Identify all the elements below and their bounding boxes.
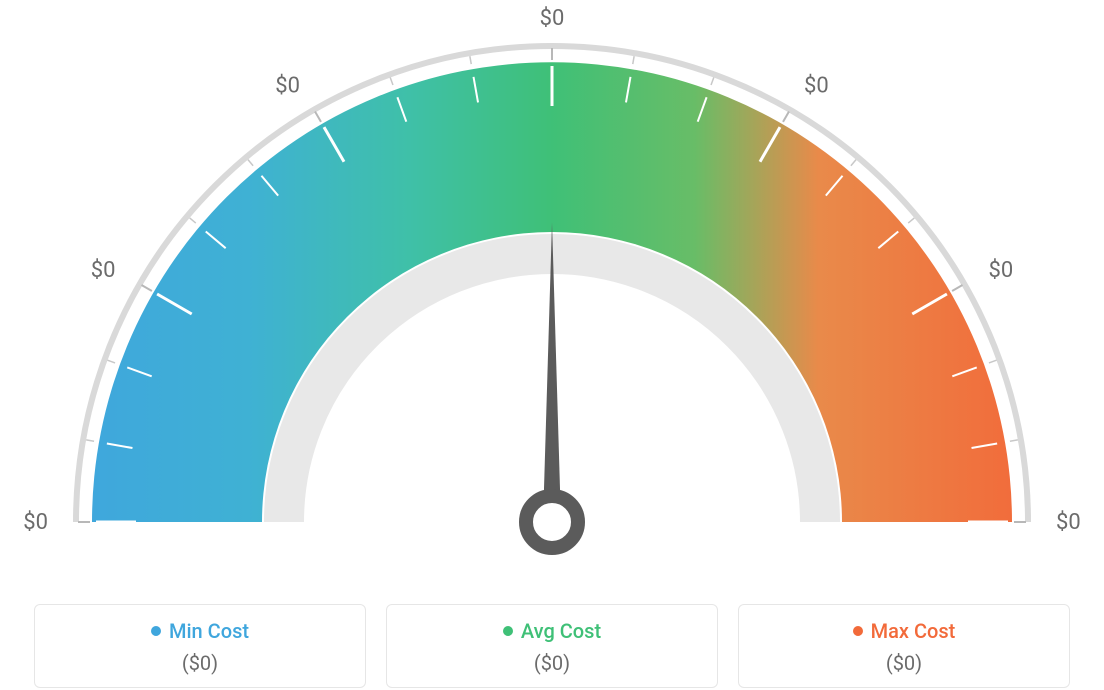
gauge-tick-label: $0 <box>23 510 48 535</box>
legend-label-text: Max Cost <box>871 619 956 643</box>
gauge-minor-tick-outer <box>851 160 856 166</box>
gauge-minor-tick-outer <box>633 56 634 64</box>
legend-label: Max Cost <box>749 619 1059 643</box>
legend-dot-min <box>151 626 161 636</box>
legend-label: Avg Cost <box>397 619 707 643</box>
legend-card-min: Min Cost ($0) <box>34 604 366 688</box>
gauge-minor-tick-outer <box>470 56 471 64</box>
gauge-minor-tick-outer <box>108 360 116 363</box>
legend-value: ($0) <box>45 651 355 675</box>
legend-label: Min Cost <box>45 619 355 643</box>
gauge-major-tick-outer <box>142 285 152 291</box>
gauge-minor-tick-outer <box>190 218 196 223</box>
gauge-needle-pivot <box>526 496 578 548</box>
legend-dot-avg <box>503 626 513 636</box>
gauge-minor-tick-outer <box>989 360 997 363</box>
gauge-tick-label: $0 <box>804 74 829 99</box>
gauge-major-tick-outer <box>315 112 321 122</box>
gauge-tick-label: $0 <box>540 6 565 31</box>
gauge-tick-label: $0 <box>275 74 300 99</box>
gauge-svg: $0 $0 $0 $0 $0 $0 $0 <box>0 0 1104 560</box>
legend-dot-max <box>853 626 863 636</box>
gauge-major-tick-outer <box>783 112 789 122</box>
gauge-minor-tick-outer <box>908 218 914 223</box>
gauge-tick-label: $0 <box>91 258 116 283</box>
gauge-tick-label: $0 <box>1056 510 1081 535</box>
gauge-minor-tick-outer <box>1010 440 1018 441</box>
gauge-tick-label: $0 <box>988 258 1013 283</box>
legend-value: ($0) <box>397 651 707 675</box>
legend-card-max: Max Cost ($0) <box>738 604 1070 688</box>
legend-row: Min Cost ($0) Avg Cost ($0) Max Cost ($0… <box>34 604 1070 688</box>
gauge-minor-tick-outer <box>390 78 393 86</box>
gauge-major-tick-outer <box>952 285 962 291</box>
legend-label-text: Avg Cost <box>521 619 601 643</box>
gauge-minor-tick-outer <box>248 160 253 166</box>
gauge-minor-tick-outer <box>711 78 714 86</box>
gauge-minor-tick-outer <box>86 440 94 441</box>
legend-card-avg: Avg Cost ($0) <box>386 604 718 688</box>
legend-value: ($0) <box>749 651 1059 675</box>
gauge-chart: $0 $0 $0 $0 $0 $0 $0 <box>0 0 1104 560</box>
legend-label-text: Min Cost <box>169 619 249 643</box>
